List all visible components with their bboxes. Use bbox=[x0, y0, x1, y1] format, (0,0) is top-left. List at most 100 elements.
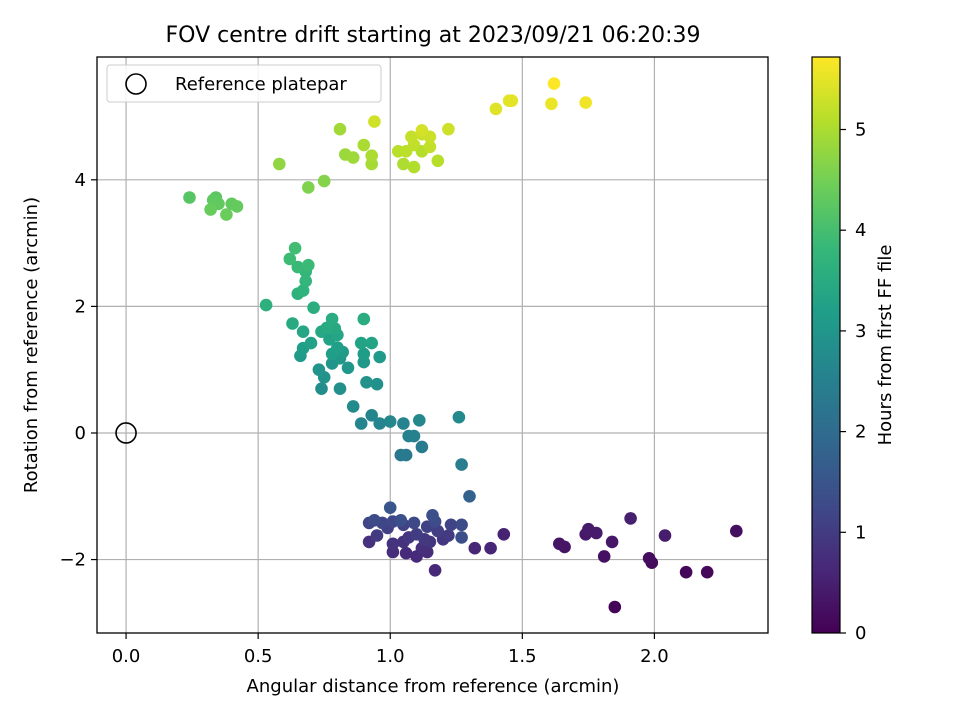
data-point bbox=[383, 501, 397, 514]
y-axis: −2 0 2 4 bbox=[59, 170, 97, 571]
legend-marker-icon bbox=[125, 73, 147, 95]
data-point bbox=[370, 377, 384, 391]
x-tick-label: 0.0 bbox=[112, 646, 141, 667]
data-point bbox=[333, 382, 347, 396]
data-point bbox=[397, 417, 410, 430]
data-point bbox=[463, 490, 476, 503]
x-axis-label: Angular distance from reference (arcmin) bbox=[247, 676, 620, 697]
data-point bbox=[307, 301, 320, 315]
y-axis-label: Rotation from reference (arcmin) bbox=[21, 197, 42, 493]
data-point bbox=[360, 376, 373, 389]
plot-points bbox=[183, 77, 743, 614]
data-point bbox=[489, 102, 503, 116]
data-point bbox=[230, 200, 244, 213]
data-point bbox=[413, 414, 426, 427]
data-point bbox=[354, 417, 368, 430]
data-point bbox=[370, 529, 384, 542]
y-tick-label: −2 bbox=[59, 550, 86, 571]
data-point bbox=[373, 350, 387, 364]
colorbar: 0 1 2 3 4 5 Hours from first FF file bbox=[811, 56, 896, 644]
data-point bbox=[442, 122, 455, 136]
data-point bbox=[354, 336, 368, 350]
data-point bbox=[312, 363, 326, 377]
data-point bbox=[259, 298, 273, 312]
data-point bbox=[397, 157, 410, 171]
data-point bbox=[428, 564, 442, 577]
x-tick-label: 2.0 bbox=[640, 646, 669, 667]
data-point bbox=[608, 600, 622, 614]
data-point bbox=[399, 546, 413, 560]
y-tick-label: 0 bbox=[75, 423, 86, 444]
data-point bbox=[407, 160, 421, 174]
data-point bbox=[505, 94, 519, 107]
data-point bbox=[452, 410, 466, 424]
legend-box bbox=[106, 64, 382, 103]
data-point bbox=[431, 154, 445, 168]
data-point bbox=[304, 336, 318, 350]
legend-entry-reference: Reference platepar bbox=[175, 74, 347, 95]
data-point bbox=[357, 347, 371, 361]
data-point bbox=[423, 140, 437, 154]
data-point bbox=[426, 509, 439, 522]
data-point bbox=[296, 284, 310, 297]
colorbar-tick-label: 4 bbox=[855, 220, 866, 241]
data-point bbox=[545, 97, 558, 111]
data-point bbox=[383, 415, 397, 428]
data-point bbox=[455, 518, 468, 532]
colorbar-tick-label: 1 bbox=[855, 522, 866, 543]
data-point bbox=[497, 528, 511, 541]
legend: Reference platepar bbox=[106, 64, 382, 103]
x-tick-label: 1.5 bbox=[508, 646, 537, 667]
x-tick-label: 1.0 bbox=[376, 646, 405, 667]
data-point bbox=[288, 241, 302, 255]
colorbar-tick-label: 3 bbox=[855, 321, 866, 342]
x-axis: 0.0 0.5 1.0 1.5 2.0 bbox=[112, 633, 669, 667]
data-point bbox=[415, 124, 429, 137]
data-point bbox=[624, 512, 637, 525]
x-tick-label: 0.5 bbox=[244, 646, 273, 667]
chart-title: FOV centre drift starting at 2023/09/21 … bbox=[166, 23, 701, 48]
data-point bbox=[341, 361, 355, 375]
data-point bbox=[365, 409, 379, 422]
data-point bbox=[679, 565, 693, 579]
data-point bbox=[291, 260, 305, 274]
data-point bbox=[346, 400, 360, 413]
data-point bbox=[394, 514, 408, 527]
colorbar-frame bbox=[811, 56, 841, 634]
data-point bbox=[455, 458, 468, 471]
data-point bbox=[286, 317, 299, 330]
colorbar-ticks: 0 1 2 3 4 5 bbox=[840, 120, 866, 644]
data-point bbox=[431, 524, 445, 538]
data-point bbox=[325, 312, 339, 326]
colorbar-label: Hours from first FF file bbox=[875, 245, 896, 446]
data-point bbox=[331, 341, 344, 354]
data-point bbox=[605, 535, 619, 549]
data-point bbox=[373, 417, 387, 430]
data-point bbox=[407, 429, 421, 443]
data-point bbox=[468, 541, 482, 555]
reference-point-marker bbox=[115, 422, 137, 444]
data-point bbox=[442, 529, 455, 542]
data-point bbox=[410, 528, 423, 541]
data-point bbox=[365, 149, 379, 162]
y-tick-label: 2 bbox=[75, 296, 86, 317]
data-point bbox=[302, 258, 315, 272]
data-point bbox=[700, 565, 714, 579]
data-point bbox=[597, 550, 611, 563]
data-point bbox=[220, 208, 233, 221]
data-point bbox=[183, 191, 196, 204]
data-point bbox=[386, 537, 400, 551]
data-point bbox=[658, 529, 672, 542]
data-point bbox=[407, 516, 421, 530]
reference-layer bbox=[115, 422, 137, 444]
data-point bbox=[346, 151, 360, 164]
data-point bbox=[415, 440, 429, 454]
colorbar-gradient bbox=[812, 57, 840, 633]
data-point bbox=[333, 122, 347, 136]
data-point bbox=[582, 522, 595, 536]
data-point bbox=[302, 181, 315, 194]
data-point bbox=[484, 541, 497, 555]
data-point bbox=[730, 524, 743, 538]
data-point bbox=[315, 382, 328, 396]
